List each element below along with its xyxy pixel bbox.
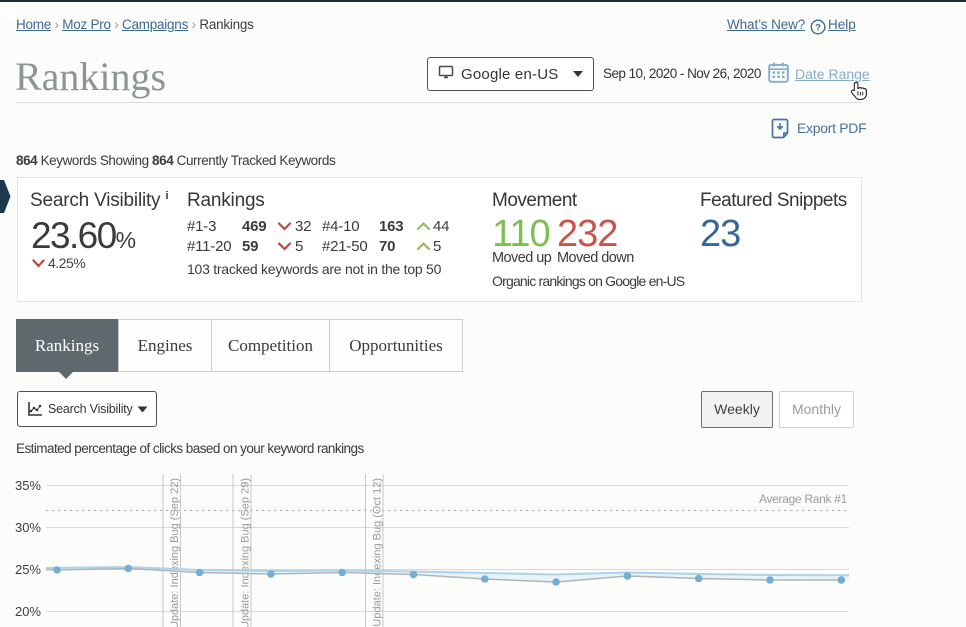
svg-text:35%: 35% xyxy=(15,478,41,493)
svg-text:20%: 20% xyxy=(15,604,41,619)
svg-text:Algorithm Update: Indexing Bug: Algorithm Update: Indexing Bug (Sep 29) xyxy=(240,478,252,627)
svg-text:Algorithm Update: Indexing Bug: Algorithm Update: Indexing Bug (Sep 22) xyxy=(169,478,181,627)
svg-text:30%: 30% xyxy=(15,520,41,535)
svg-text:?: ? xyxy=(815,22,821,33)
svg-text:Algorithm Update: Indexing Bug: Algorithm Update: Indexing Bug (Oct 12) xyxy=(372,478,384,627)
svg-text:Average Rank #1: Average Rank #1 xyxy=(759,492,848,506)
svg-text:25%: 25% xyxy=(15,562,41,577)
